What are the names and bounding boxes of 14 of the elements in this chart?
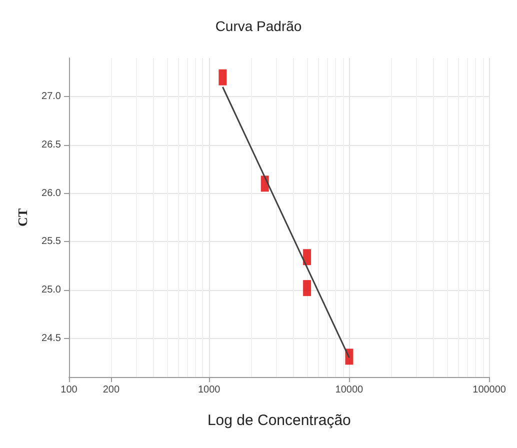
y-tick-label: 26.0 [42, 188, 62, 199]
x-axis-title: Log de Concentração [207, 412, 351, 429]
y-tick-label: 25.0 [42, 284, 62, 296]
x-tick-label: 10000 [335, 384, 364, 396]
chart-title: Curva Padrão [215, 18, 302, 34]
x-tick-label: 100000 [472, 384, 506, 396]
y-tick-label: 27.0 [42, 91, 62, 102]
x-tick-label: 1000 [198, 384, 221, 396]
y-tick-label: 25.5 [42, 236, 62, 248]
x-tick-label: 200 [102, 384, 120, 396]
x-tick-label: 100 [60, 384, 78, 396]
y-tick-label: 24.5 [42, 332, 62, 344]
y-axis-title: CT [15, 208, 30, 227]
y-tick-label: 26.5 [42, 140, 62, 150]
